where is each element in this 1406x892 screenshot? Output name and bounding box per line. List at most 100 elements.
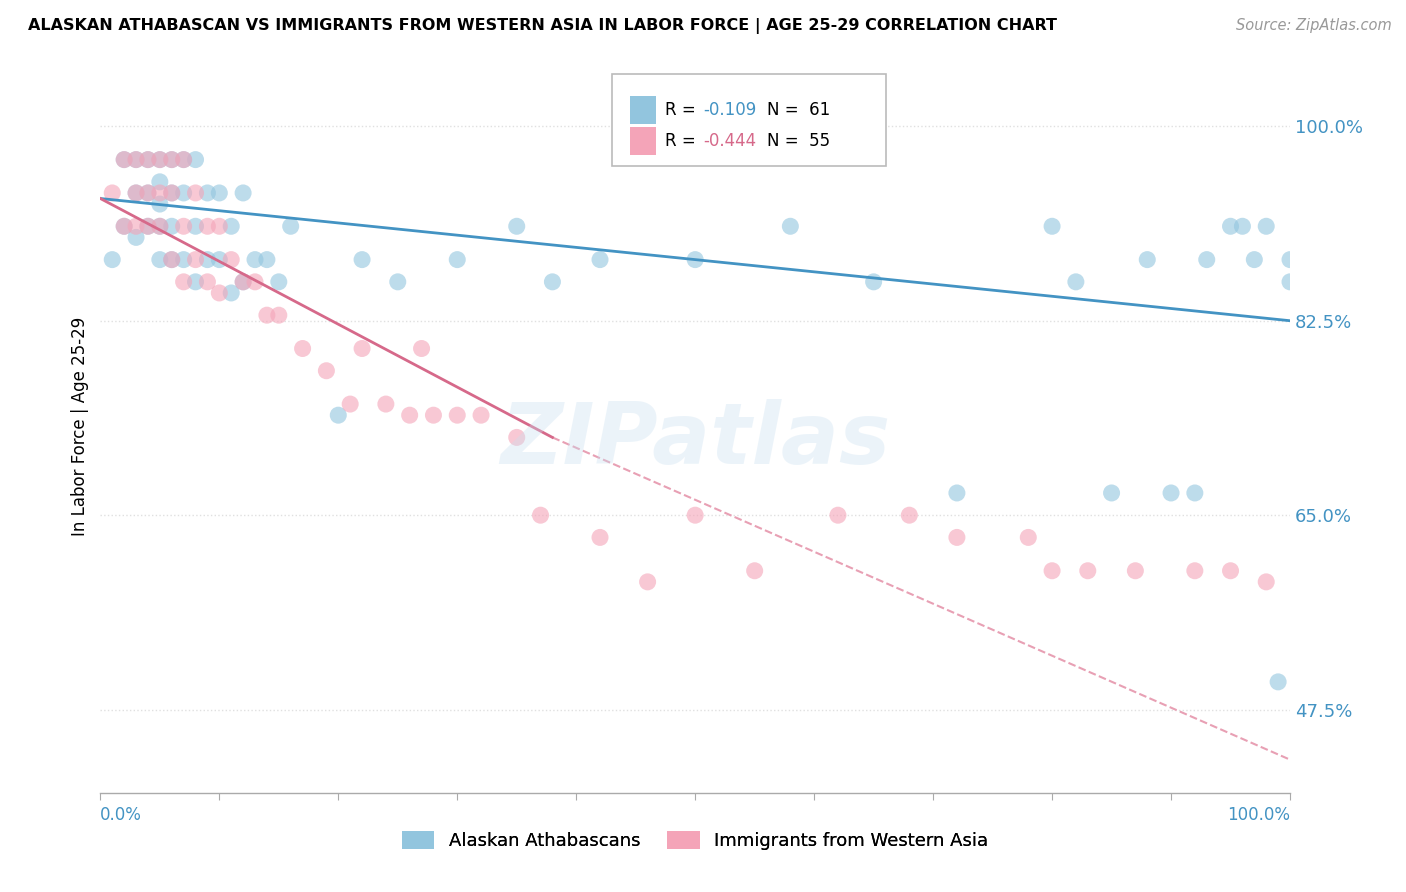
Text: 0.0%: 0.0% [100,806,142,824]
Point [339,397,361,411]
Point [149,252,172,267]
Point [197,219,219,234]
Point [197,252,219,267]
Point [125,153,148,167]
Point [149,175,172,189]
Point [827,508,849,523]
Point [1195,252,1218,267]
Point [256,308,278,322]
Point [946,530,969,544]
Point [149,219,172,234]
Point [136,186,159,200]
Point [243,275,266,289]
Point [232,275,254,289]
Point [1160,486,1182,500]
Point [898,508,921,523]
Point [1017,530,1039,544]
Point [1267,674,1289,689]
Point [160,252,183,267]
Point [112,153,135,167]
Point [1040,564,1063,578]
Point [136,186,159,200]
Point [422,408,444,422]
Point [184,186,207,200]
FancyBboxPatch shape [612,74,886,166]
Text: N =  61: N = 61 [766,101,830,119]
Point [112,219,135,234]
Point [125,186,148,200]
Point [1136,252,1159,267]
Text: R =: R = [665,132,702,150]
Point [160,186,183,200]
Text: N =  55: N = 55 [766,132,830,150]
Point [232,186,254,200]
Point [160,153,183,167]
Point [184,153,207,167]
Point [637,574,659,589]
Point [398,408,420,422]
Point [149,153,172,167]
Point [267,308,290,322]
Point [208,219,231,234]
Point [160,252,183,267]
Point [589,530,612,544]
Point [374,397,396,411]
Point [744,564,766,578]
Point [470,408,492,422]
Point [1040,219,1063,234]
Point [184,275,207,289]
Point [1243,252,1265,267]
Point [1077,564,1099,578]
Point [160,153,183,167]
FancyBboxPatch shape [630,128,657,155]
Y-axis label: In Labor Force | Age 25-29: In Labor Force | Age 25-29 [72,317,89,536]
Point [256,252,278,267]
Point [136,219,159,234]
Point [173,219,195,234]
Text: R =: R = [665,101,702,119]
Point [387,275,409,289]
Point [1256,219,1278,234]
Point [125,219,148,234]
Point [291,342,314,356]
Point [136,219,159,234]
Legend: Alaskan Athabascans, Immigrants from Western Asia: Alaskan Athabascans, Immigrants from Wes… [395,823,995,857]
Point [197,186,219,200]
Point [1184,564,1206,578]
Point [946,486,969,500]
Point [197,275,219,289]
Point [315,364,337,378]
Point [506,430,529,444]
Point [208,285,231,300]
Point [352,252,374,267]
Point [125,153,148,167]
Point [112,153,135,167]
Point [328,408,350,422]
Point [1219,564,1241,578]
Point [160,186,183,200]
Point [683,508,706,523]
Point [411,342,433,356]
Point [1256,574,1278,589]
Point [446,408,468,422]
Point [1101,486,1123,500]
Point [149,219,172,234]
Point [1125,564,1147,578]
Point [1232,219,1254,234]
Point [101,252,124,267]
Point [184,219,207,234]
Point [125,230,148,244]
Point [136,153,159,167]
Point [219,252,242,267]
Point [173,153,195,167]
Text: -0.109: -0.109 [703,101,756,119]
Point [243,252,266,267]
Text: ZIPatlas: ZIPatlas [501,400,890,483]
Point [1279,275,1302,289]
Point [1064,275,1087,289]
Point [267,275,290,289]
Point [1184,486,1206,500]
Point [173,186,195,200]
Point [1219,219,1241,234]
Point [779,219,801,234]
